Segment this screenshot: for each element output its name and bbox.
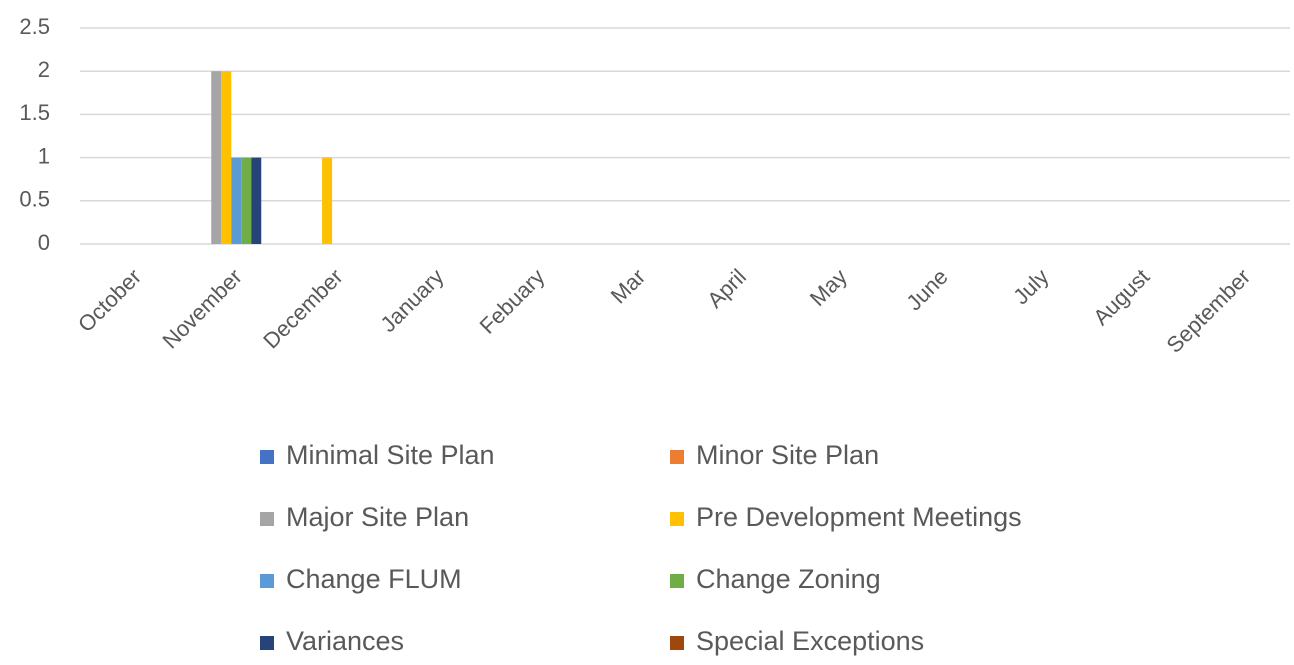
y-tick-label: 1.5 bbox=[19, 100, 50, 125]
y-tick-label: 2 bbox=[38, 57, 50, 82]
legend-label: Major Site Plan bbox=[286, 502, 469, 532]
y-tick-label: 1 bbox=[38, 143, 50, 168]
y-tick-label: 2.5 bbox=[19, 14, 50, 39]
bar bbox=[221, 71, 232, 244]
legend-swatch bbox=[260, 574, 274, 588]
legend-swatch bbox=[670, 636, 684, 650]
y-tick-label: 0.5 bbox=[19, 187, 50, 212]
bar bbox=[251, 157, 262, 244]
x-tick-label: June bbox=[901, 264, 952, 315]
legend-swatch bbox=[670, 450, 684, 464]
legend-swatch bbox=[670, 512, 684, 526]
x-tick-label: September bbox=[1161, 264, 1255, 358]
bar bbox=[231, 157, 242, 244]
legend-label: Special Exceptions bbox=[696, 626, 924, 656]
x-tick-label: Febuary bbox=[475, 264, 550, 339]
x-tick-label: April bbox=[702, 264, 751, 313]
legend-label: Change FLUM bbox=[286, 564, 462, 594]
x-tick-label: January bbox=[376, 264, 449, 337]
legend-swatch bbox=[260, 512, 274, 526]
y-tick-label: 0 bbox=[38, 230, 50, 255]
x-tick-label: October bbox=[73, 264, 146, 337]
bar bbox=[241, 157, 252, 244]
x-tick-label: July bbox=[1008, 264, 1053, 309]
x-tick-label: May bbox=[805, 264, 852, 311]
legend-swatch bbox=[260, 636, 274, 650]
legend-label: Minimal Site Plan bbox=[286, 440, 495, 470]
legend-swatch bbox=[670, 574, 684, 588]
legend-label: Variances bbox=[286, 626, 404, 656]
x-tick-label: Mar bbox=[606, 264, 650, 308]
legend-swatch bbox=[260, 450, 274, 464]
x-tick-label: December bbox=[258, 264, 347, 353]
x-tick-label: August bbox=[1088, 264, 1154, 330]
bar bbox=[322, 157, 333, 244]
legend-label: Minor Site Plan bbox=[696, 440, 879, 470]
x-tick-label: November bbox=[157, 264, 246, 353]
legend-label: Change Zoning bbox=[696, 564, 881, 594]
bar bbox=[211, 71, 222, 244]
legend-label: Pre Development Meetings bbox=[696, 502, 1022, 532]
